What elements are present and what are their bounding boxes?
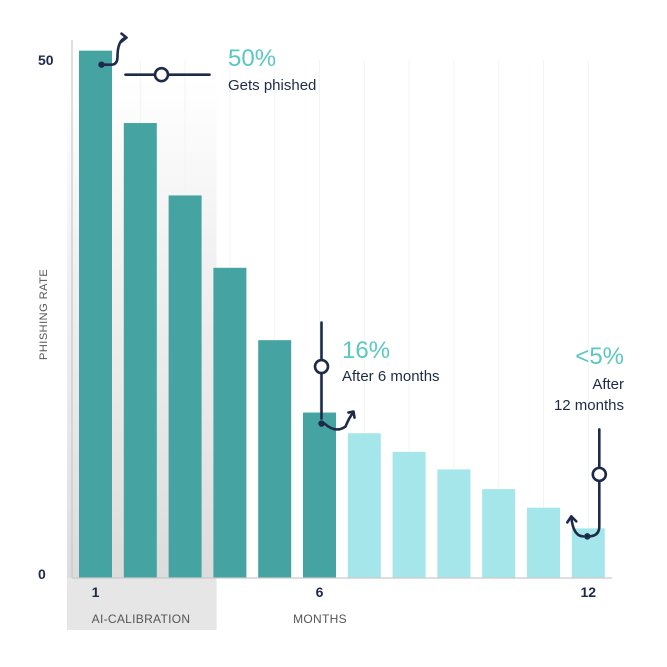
bar-month-6 xyxy=(303,412,336,578)
y-tick-label-50: 50 xyxy=(38,52,54,68)
bar-month-8 xyxy=(392,451,426,578)
callout-5-anchor-dot xyxy=(584,533,591,540)
bar-month-3 xyxy=(168,195,202,579)
callout-16-anchor-dot xyxy=(318,420,325,427)
callout-16-curve xyxy=(323,411,355,431)
callout-50-value: 50% xyxy=(228,45,277,72)
bar-month-11 xyxy=(527,507,560,578)
x-tick-label-6: 6 xyxy=(315,584,324,600)
callout-5-text-line2: 12 months xyxy=(553,397,624,414)
bar-month-1 xyxy=(79,50,112,579)
callout-5-text-line1: After xyxy=(592,376,624,393)
bar-month-10 xyxy=(482,489,516,578)
callout-16-arrowhead xyxy=(347,410,356,419)
callout-16-ring xyxy=(313,358,330,375)
ai-calibration-footer xyxy=(67,578,217,630)
callout-50-text: Gets phished xyxy=(228,77,317,94)
bar-month-2 xyxy=(123,123,157,578)
bar-month-7 xyxy=(347,433,381,578)
x-tick-label-12: 12 xyxy=(580,584,597,600)
bar-month-5 xyxy=(258,340,292,578)
callout-5-curve xyxy=(570,516,585,538)
bar-month-4 xyxy=(213,267,247,578)
callout-16-text: After 6 months xyxy=(342,368,440,385)
callout-50-arrowhead xyxy=(120,32,128,43)
y-axis-label: PHISHING RATE xyxy=(38,268,50,360)
callout-16-value: 16% xyxy=(342,337,391,364)
callout-5-arrowhead xyxy=(566,515,578,524)
ai-calibration-label: AI-CALIBRATION xyxy=(91,612,191,626)
callout-5-leader-line xyxy=(587,428,601,538)
callout-50-anchor-dot xyxy=(98,61,105,68)
x-axis-label: MONTHS xyxy=(293,612,347,626)
callout-50-ring xyxy=(153,66,170,83)
bar-month-9 xyxy=(437,469,471,578)
y-tick-label-0: 0 xyxy=(38,566,46,582)
callout-5-value: <5% xyxy=(575,343,624,370)
callout-5-ring xyxy=(591,466,608,483)
x-tick-label-1: 1 xyxy=(91,584,100,600)
